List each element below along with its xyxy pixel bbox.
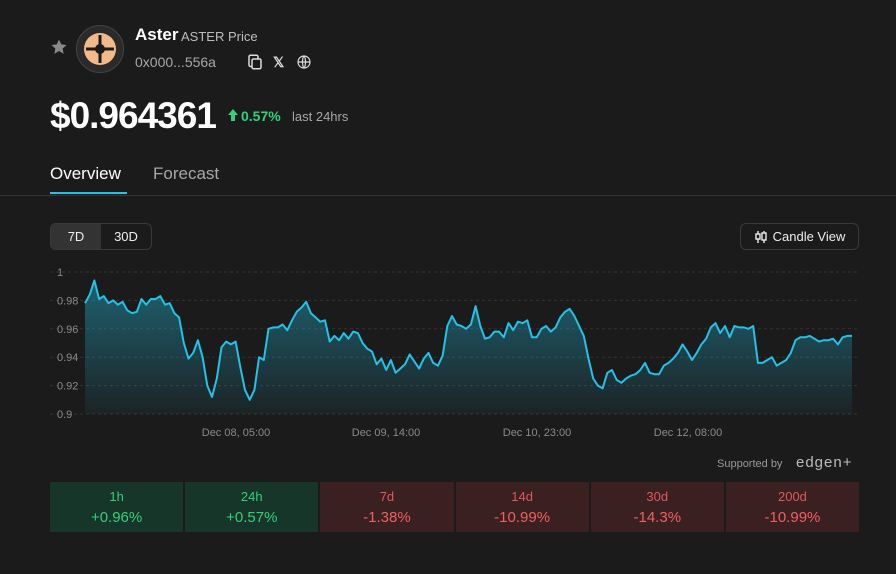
candlestick-icon [754, 230, 767, 243]
stat-label: 200d [777, 488, 807, 504]
token-subtitle: ASTER Price [181, 29, 258, 44]
y-tick-label: 0.9 [57, 409, 72, 421]
x-twitter-icon[interactable]: 𝕏 [273, 54, 285, 70]
token-address: 0x000...556a [135, 54, 216, 70]
stat-label: 7d [379, 488, 395, 504]
price-chart[interactable]: 1 0.98 0.96 0.94 0.92 0.9 Dec 08, 05:00 Dec 09,… [0, 255, 896, 455]
y-tick-label: 0.98 [57, 295, 78, 307]
price-area [85, 280, 852, 414]
token-price: $0.964361 [50, 95, 217, 136]
stat-value: -10.99% [494, 508, 551, 526]
token-logo [76, 25, 124, 73]
y-tick-label: 0.92 [57, 381, 78, 393]
y-tick-label: 0.96 [57, 324, 78, 336]
stat-label: 1h [109, 488, 124, 504]
arrow-up-icon [228, 109, 238, 121]
stat-14d: 14d -10.99% [455, 482, 589, 532]
candle-view-button[interactable]: Candle View [740, 223, 859, 250]
active-tab-indicator [50, 192, 127, 194]
globe-icon[interactable] [296, 54, 312, 70]
stat-1h: 1h +0.96% [50, 482, 184, 532]
stat-value: -10.99% [764, 508, 821, 526]
range-7d-button[interactable]: 7D [51, 224, 101, 249]
x-tick-label: Dec 08, 05:00 [202, 427, 271, 439]
stat-7d: 7d -1.38% [320, 482, 454, 532]
tab-divider [0, 195, 896, 196]
stat-value: -1.38% [363, 508, 411, 526]
edgen-logo[interactable]: edgen+ [796, 454, 853, 471]
stat-value: -14.3% [633, 508, 682, 526]
stat-value: +0.57% [226, 508, 278, 526]
range-selector: 7D 30D [50, 223, 152, 250]
price-change: 0.57% [241, 108, 281, 124]
supported-by-label: Supported by [717, 458, 783, 470]
candle-view-label: Candle View [772, 229, 846, 244]
stat-24h: 24h +0.57% [185, 482, 319, 532]
token-name: Aster [135, 25, 179, 44]
x-tick-label: Dec 12, 08:00 [654, 427, 723, 439]
price-line [84, 279, 852, 401]
range-30d-button[interactable]: 30D [114, 229, 138, 244]
aster-logo-icon [84, 33, 116, 65]
x-tick-label: Dec 09, 14:00 [352, 427, 421, 439]
x-tick-label: Dec 10, 23:00 [503, 427, 572, 439]
performance-stats: 1h +0.96% 24h +0.57% 7d -1.38% 14d -10.99% 30d -1… [50, 482, 860, 532]
stat-label: 30d [646, 488, 669, 504]
y-tick-label: 0.94 [57, 352, 78, 364]
stat-label: 24h [240, 488, 263, 504]
stat-200d: 200d -10.99% [725, 482, 860, 532]
favorite-star-icon[interactable] [50, 38, 68, 56]
copy-icon[interactable] [246, 53, 264, 71]
price-change-label: last 24hrs [292, 109, 349, 124]
y-tick-label: 1 [57, 267, 63, 279]
tab-overview[interactable]: Overview [50, 164, 121, 183]
stat-label: 14d [511, 488, 533, 504]
tab-forecast[interactable]: Forecast [153, 164, 220, 183]
stat-30d: 30d -14.3% [590, 482, 724, 532]
stat-value: +0.96% [90, 508, 143, 526]
